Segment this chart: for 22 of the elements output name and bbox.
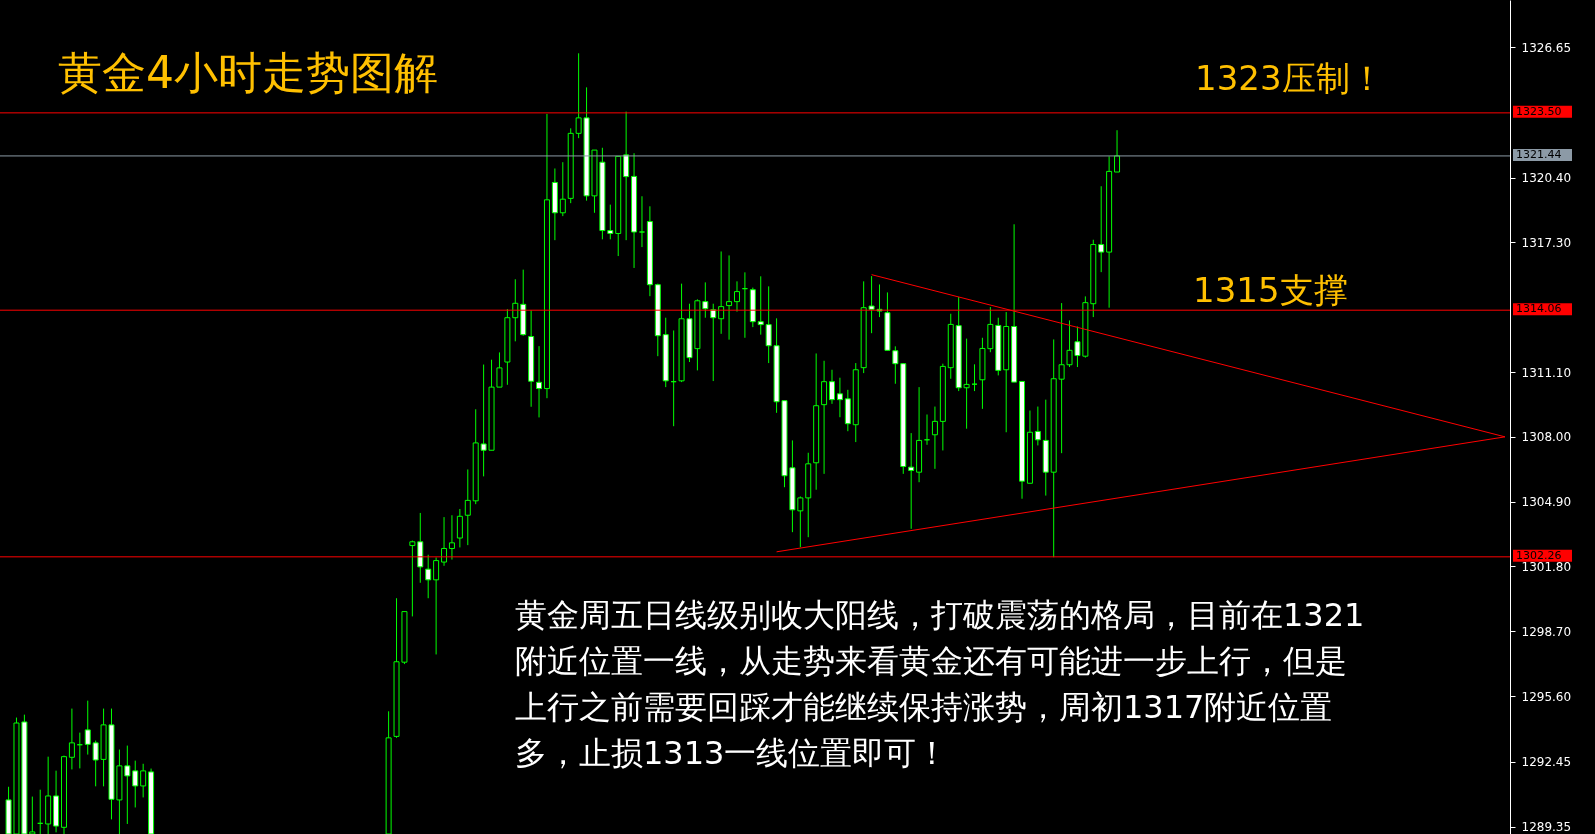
y-tick-label: 1301.80 bbox=[1521, 559, 1572, 574]
y-tick-label: 1317.30 bbox=[1521, 235, 1572, 250]
annotation: 1323压制！ bbox=[1195, 58, 1384, 98]
y-tick-label: 1304.90 bbox=[1521, 495, 1572, 510]
y-tick-label: 1298.70 bbox=[1521, 624, 1572, 639]
ref-line-label: 1302.26 bbox=[1516, 548, 1562, 562]
y-tick-label: 1308.00 bbox=[1521, 430, 1572, 445]
y-tick-label: 1326.65 bbox=[1521, 40, 1572, 55]
text: 黄金4小时走势图解 bbox=[58, 47, 438, 98]
annotation: 1315支撑 bbox=[1193, 270, 1348, 310]
y-tick-label: 1295.60 bbox=[1521, 689, 1572, 704]
annotation: 上行之前需要回踩才能继续保持涨势，周初1317附近位置 bbox=[515, 688, 1333, 726]
ref-line-label: 1321.44 bbox=[1516, 147, 1562, 161]
ref-line-label: 1323.50 bbox=[1516, 104, 1562, 118]
y-tick-label: 1320.40 bbox=[1521, 171, 1572, 186]
annotation: 黄金周五日线级别收大阳线，打破震荡的格局，目前在1321 bbox=[515, 596, 1365, 634]
ref-line-label: 1314.06 bbox=[1516, 302, 1562, 316]
y-tick-label: 1292.45 bbox=[1521, 755, 1572, 770]
y-tick-label: 1311.10 bbox=[1521, 365, 1572, 380]
y-tick-label: 1289.35 bbox=[1521, 820, 1572, 834]
annotation: 多，止损1313一线位置即可！ bbox=[515, 734, 949, 772]
annotation: 附近位置一线，从走势来看黄金还有可能进一步上行，但是 bbox=[515, 642, 1347, 680]
